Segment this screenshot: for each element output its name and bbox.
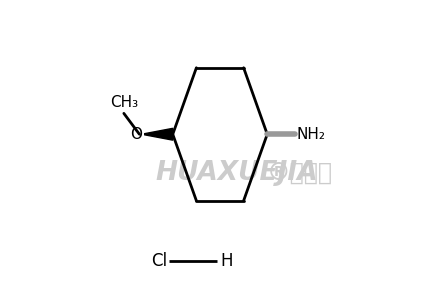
Text: Cl: Cl [151, 252, 167, 270]
Text: CH₃: CH₃ [110, 95, 138, 111]
Text: NH₂: NH₂ [297, 127, 326, 142]
Text: ®化学加: ®化学加 [267, 161, 333, 185]
Text: O: O [130, 127, 143, 142]
Text: HUAXUEJIA: HUAXUEJIA [155, 160, 318, 186]
Text: H: H [220, 252, 232, 270]
Polygon shape [145, 128, 173, 140]
